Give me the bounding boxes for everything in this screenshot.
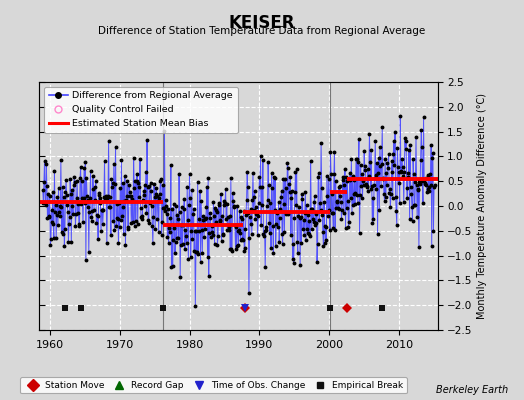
Text: Berkeley Earth: Berkeley Earth <box>436 385 508 395</box>
Legend: Difference from Regional Average, Quality Control Failed, Estimated Station Mean: Difference from Regional Average, Qualit… <box>44 87 238 133</box>
Text: Difference of Station Temperature Data from Regional Average: Difference of Station Temperature Data f… <box>99 26 425 36</box>
Y-axis label: Monthly Temperature Anomaly Difference (°C): Monthly Temperature Anomaly Difference (… <box>477 93 487 319</box>
Legend: Station Move, Record Gap, Time of Obs. Change, Empirical Break: Station Move, Record Gap, Time of Obs. C… <box>20 377 407 394</box>
Text: KEISER: KEISER <box>229 14 295 32</box>
